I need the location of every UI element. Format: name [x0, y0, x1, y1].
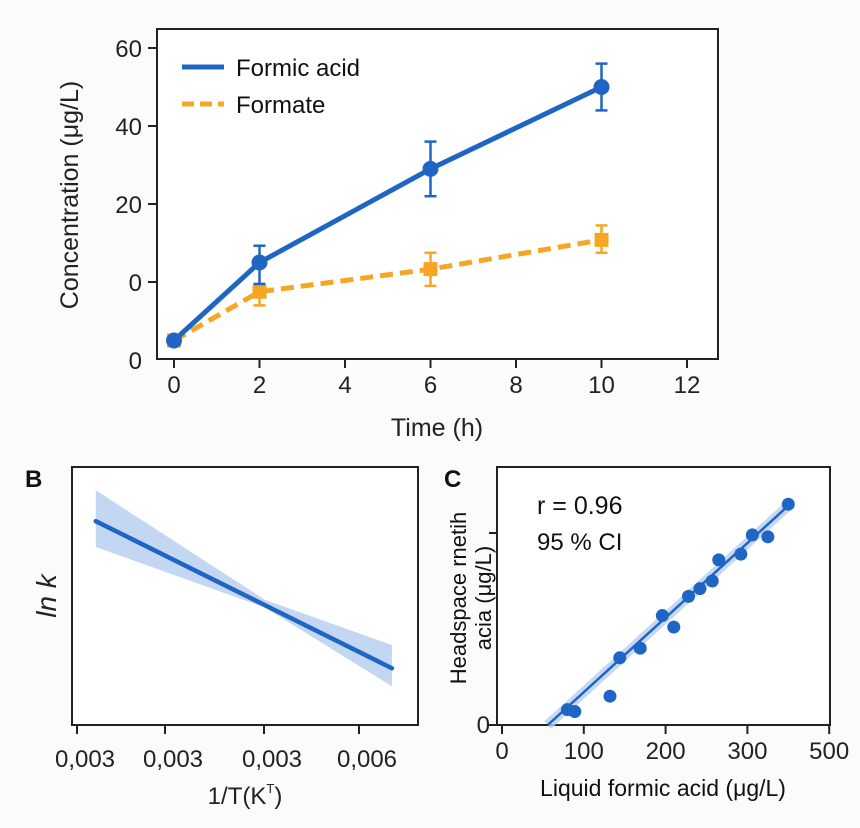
scatter-point [705, 574, 719, 588]
x-tick-label-a: 8 [509, 372, 522, 399]
legend: Formic acid Formate [182, 55, 360, 119]
scatter-point [568, 705, 582, 719]
x-tick-label-c: 100 [564, 738, 604, 765]
scatter-point [655, 609, 669, 623]
scatter-point [745, 528, 759, 542]
y-tick-label-a: 40 [115, 114, 142, 141]
x-axis-label-c: Liquid formic acid (μg/L) [540, 775, 786, 801]
y-axis-label-c-line2: acia (μg/L) [471, 546, 496, 650]
scatter-point [761, 530, 775, 544]
data-point-formic-acid [593, 79, 610, 95]
fit-line-b [93, 518, 395, 671]
data-point-formic-acid [422, 160, 439, 177]
plot-frame-c [496, 466, 831, 726]
panel-c: C 0 100 200 300 500 0 r = 0.96 95 % CI Liquid… [444, 466, 849, 801]
x-tick-label-b: 0,003 [242, 746, 302, 773]
x-tick-label-c: 200 [646, 738, 686, 765]
x-axis-label-b: 1/T(KT) [208, 781, 283, 810]
y-axis-label-a: Concentration (μg/L) [56, 81, 84, 309]
x-tick-label-a: 0 [167, 372, 180, 399]
annotation-r: r = 0.96 [537, 492, 622, 520]
legend-label-formate: Formate [236, 92, 325, 119]
x-tick-label-c: 500 [809, 738, 849, 765]
y-tick-label-a: 0 [129, 348, 142, 375]
scatter-point [633, 641, 647, 655]
y-tick-label-a: 0 [129, 270, 142, 297]
scatter-point [667, 620, 681, 634]
scatter-point [613, 651, 627, 665]
x-tick-label-b: 0,003 [55, 746, 115, 773]
data-point-formic-acid [166, 332, 182, 349]
series-line-formate [172, 237, 602, 343]
data-point-formate [423, 262, 438, 277]
confidence-band-b [95, 490, 392, 687]
y-axis-label-c-line1: Headspace rnetih [446, 512, 471, 684]
fit-line-c [546, 503, 791, 726]
scatter-point [734, 547, 748, 561]
x-axis-label-b-end: ) [274, 783, 282, 810]
x-axis-label-b-main: 1/T(K [208, 783, 267, 810]
scatter-point [712, 553, 726, 567]
y-tick-label-a: 60 [115, 36, 142, 63]
data-point-formate [252, 284, 267, 299]
x-tick-label-a: 4 [338, 372, 351, 399]
scatter-point [682, 589, 696, 603]
series-line-formic-acid [172, 84, 603, 343]
y-tick-label-c: 0 [477, 712, 490, 739]
x-tick-label-c: 300 [727, 738, 767, 765]
x-tick-label-b: 0,006 [337, 746, 397, 773]
x-tick-label-a: 10 [588, 372, 615, 399]
data-point-formic-acid [251, 254, 268, 271]
data-point-formate [594, 232, 609, 247]
x-axis-label-b-sup: T [266, 781, 274, 796]
legend-label-formic-acid: Formic acid [236, 55, 360, 82]
y-tick-label-a: 20 [115, 192, 142, 219]
scatter-point [603, 689, 617, 703]
panel-b: B 0,003 0,003 0,003 0,006 1/T(KT) ln k [25, 466, 419, 810]
plot-frame-a [156, 28, 719, 360]
x-tick-label-b: 0,003 [143, 746, 203, 773]
panel-label-c: C [444, 466, 461, 493]
x-tick-label-c: 0 [495, 738, 508, 765]
scatter-point [781, 497, 795, 511]
y-axis-label-b: ln k [31, 572, 62, 618]
annotation-ci: 95 % CI [537, 529, 622, 556]
scatter-point [693, 582, 707, 596]
panel-label-b: B [25, 466, 42, 493]
x-axis-label-a: Time (h) [391, 414, 483, 442]
x-tick-label-a: 12 [674, 372, 701, 399]
x-tick-label-a: 6 [424, 372, 437, 399]
x-tick-label-a: 2 [253, 372, 266, 399]
